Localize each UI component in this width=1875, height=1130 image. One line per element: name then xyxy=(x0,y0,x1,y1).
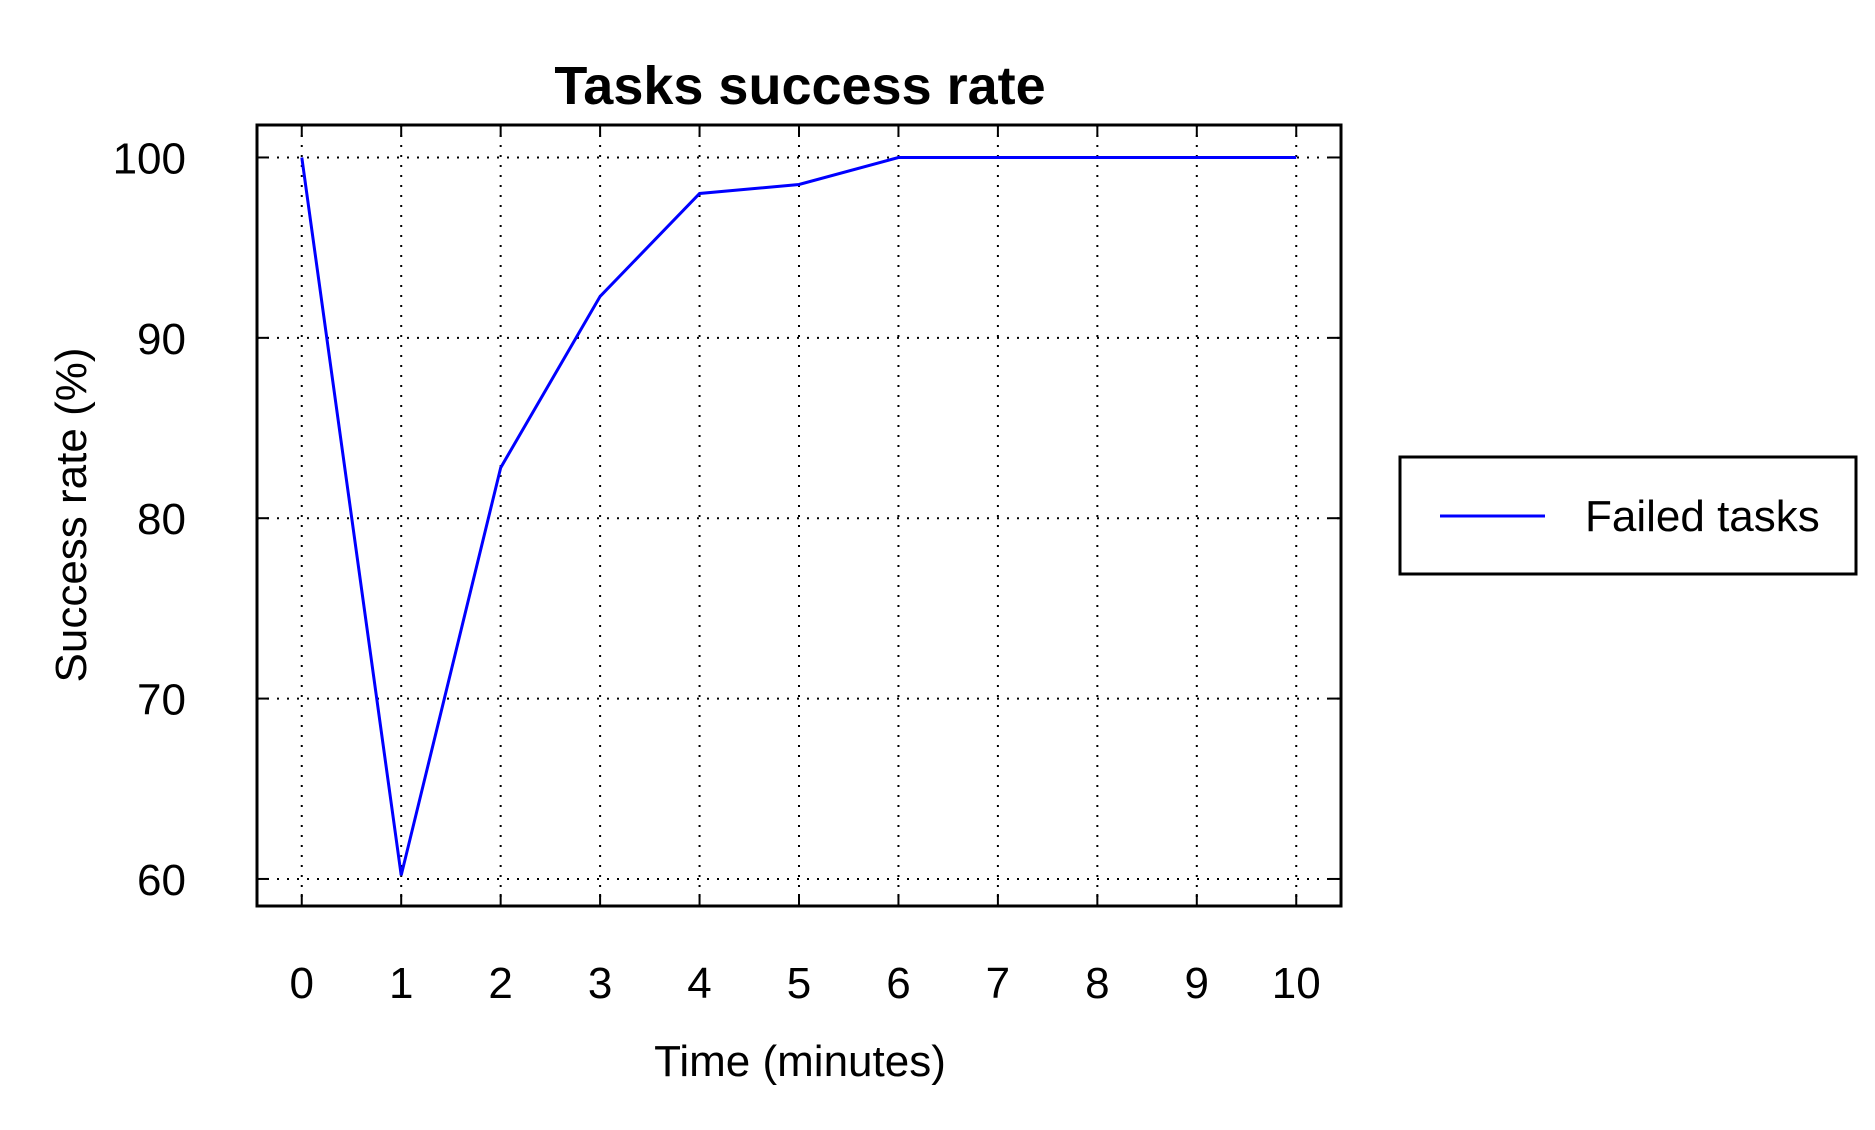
x-tick-label: 2 xyxy=(488,959,512,1008)
legend: Failed tasks xyxy=(1398,455,1858,576)
y-tick-label: 90 xyxy=(137,315,186,364)
y-tick-label: 100 xyxy=(113,134,186,183)
y-tick-labels: 60 70 80 90 100 xyxy=(113,134,186,904)
y-tick-label: 70 xyxy=(137,676,186,725)
series-line-failed-tasks xyxy=(300,156,1297,876)
x-tick-label: 1 xyxy=(389,959,413,1008)
x-tick-label: 3 xyxy=(588,959,612,1008)
x-axis-label: Time (minutes) xyxy=(654,1037,946,1086)
x-tick-label: 7 xyxy=(986,959,1010,1008)
series-layer xyxy=(300,156,1297,876)
x-tick-label: 8 xyxy=(1085,959,1109,1008)
y-axis-label: Success rate (%) xyxy=(47,348,96,683)
chart-title: Tasks success rate xyxy=(554,56,1045,116)
x-tick-label: 6 xyxy=(886,959,910,1008)
y-tick-label: 60 xyxy=(137,856,186,905)
plot-area-frame xyxy=(255,123,1343,908)
grid-lines xyxy=(257,125,1341,906)
x-tick-label: 5 xyxy=(787,959,811,1008)
x-tick-label: 0 xyxy=(290,959,314,1008)
legend-label: Failed tasks xyxy=(1585,492,1820,541)
y-tick-label: 80 xyxy=(137,495,186,544)
x-tick-label: 10 xyxy=(1272,959,1321,1008)
tick-marks xyxy=(257,125,1341,906)
x-tick-labels: 0 1 2 3 4 5 6 7 8 9 10 xyxy=(290,959,1321,1008)
x-tick-label: 4 xyxy=(687,959,711,1008)
x-tick-label: 9 xyxy=(1185,959,1209,1008)
